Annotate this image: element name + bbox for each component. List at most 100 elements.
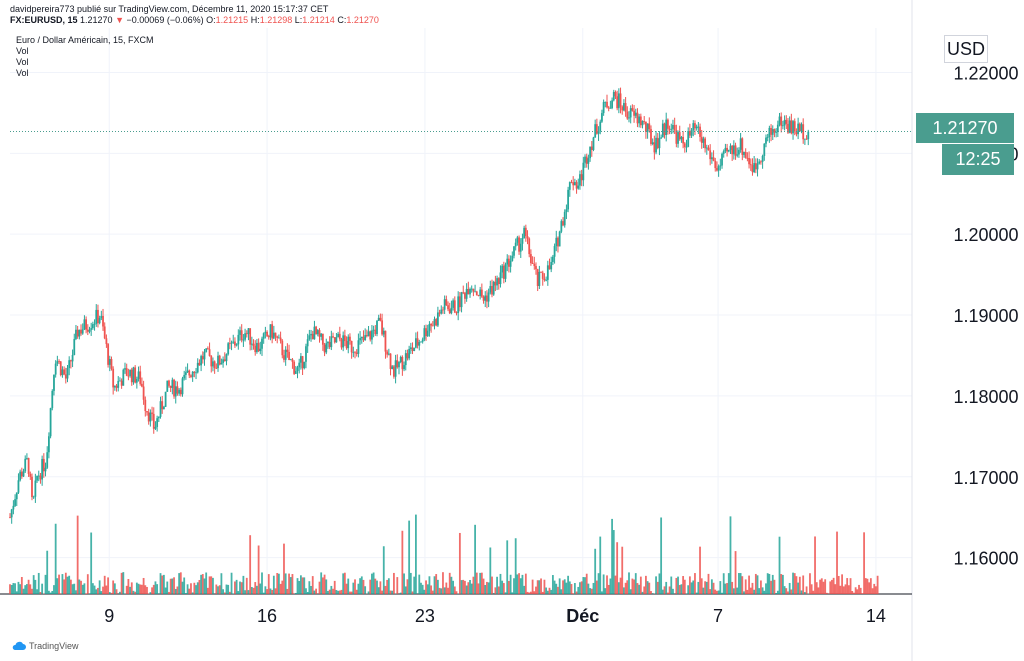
candle-body bbox=[31, 476, 33, 498]
volume-bar bbox=[666, 592, 669, 594]
volume-bar bbox=[32, 575, 35, 594]
candle-body bbox=[36, 475, 38, 481]
volume-bar bbox=[555, 583, 558, 594]
candle-body bbox=[538, 271, 541, 286]
volume-bar bbox=[9, 584, 11, 594]
volume-bar bbox=[672, 588, 674, 594]
candle-body bbox=[178, 389, 181, 394]
volume-bar bbox=[474, 524, 476, 594]
volume-bar bbox=[223, 592, 226, 594]
volume-bar bbox=[609, 578, 612, 594]
candle-body bbox=[355, 352, 358, 354]
candle-body bbox=[359, 338, 361, 341]
candle-body bbox=[436, 312, 439, 326]
volume-bar bbox=[749, 587, 752, 594]
volume-bar bbox=[228, 591, 231, 594]
candle-body bbox=[191, 371, 194, 377]
volume-bar bbox=[535, 586, 537, 594]
candle-body bbox=[73, 338, 76, 355]
candle-body bbox=[641, 121, 644, 126]
volume-bar bbox=[533, 591, 536, 594]
volume-bar bbox=[782, 574, 784, 594]
volume-bar bbox=[825, 592, 828, 594]
currency-button[interactable]: USD bbox=[944, 35, 988, 63]
volume-bar bbox=[453, 586, 456, 594]
volume-bar bbox=[379, 581, 382, 594]
candle-body bbox=[440, 309, 443, 314]
volume-bar bbox=[743, 591, 745, 594]
volume-bar bbox=[810, 584, 813, 594]
candle-body bbox=[545, 279, 548, 281]
candle-body bbox=[108, 359, 111, 365]
candle-body bbox=[71, 354, 74, 362]
volume-bar bbox=[562, 580, 564, 594]
volume-bar bbox=[704, 581, 707, 594]
legend-vol-3: Vol bbox=[16, 68, 29, 78]
candle-body bbox=[340, 339, 343, 348]
candle-body bbox=[10, 509, 13, 518]
candle-body bbox=[508, 258, 510, 267]
tradingview-logo[interactable]: TradingView bbox=[12, 641, 79, 651]
volume-bar bbox=[396, 577, 399, 594]
volume-bar bbox=[548, 587, 551, 594]
volume-bar bbox=[171, 578, 174, 594]
volume-bar bbox=[29, 584, 32, 594]
candle-body bbox=[705, 147, 708, 149]
y-tick-label: 1.18000 bbox=[953, 387, 1018, 407]
candle-body bbox=[624, 103, 627, 112]
volume-bar bbox=[863, 532, 865, 594]
candle-body bbox=[256, 342, 258, 353]
volume-bar bbox=[17, 581, 20, 594]
volume-bar bbox=[665, 581, 668, 594]
volume-bar bbox=[413, 576, 416, 594]
candle-body bbox=[573, 182, 576, 186]
candle-body bbox=[367, 331, 370, 337]
candle-body bbox=[80, 329, 82, 334]
volume-bar bbox=[415, 514, 417, 594]
candle-body bbox=[157, 416, 160, 419]
candle-body bbox=[464, 292, 466, 299]
candle-body bbox=[457, 296, 460, 314]
high-label: H: bbox=[250, 15, 260, 25]
candle-body bbox=[563, 211, 566, 226]
volume-bar bbox=[489, 547, 492, 594]
volume-bar bbox=[595, 580, 598, 594]
volume-bar bbox=[859, 587, 862, 594]
volume-bar bbox=[732, 588, 735, 594]
candle-body bbox=[577, 185, 580, 189]
candle-body bbox=[63, 369, 66, 375]
volume-bar bbox=[817, 587, 820, 594]
candle-body bbox=[702, 138, 705, 143]
volume-bar bbox=[276, 573, 279, 594]
candle-body bbox=[151, 412, 153, 414]
volume-bar bbox=[183, 577, 186, 594]
volume-bar bbox=[386, 579, 389, 594]
volume-bar bbox=[244, 590, 246, 594]
volume-bar bbox=[726, 583, 728, 594]
volume-bar bbox=[589, 588, 591, 594]
candle-body bbox=[68, 360, 71, 369]
volume-bar bbox=[797, 582, 800, 594]
volume-bar bbox=[113, 583, 116, 594]
candle-body bbox=[83, 319, 86, 330]
candle-body bbox=[129, 369, 131, 376]
candle-body bbox=[179, 389, 182, 395]
volume-bar bbox=[499, 573, 502, 594]
volume-bar bbox=[573, 583, 576, 594]
candle-body bbox=[117, 380, 120, 388]
candle-body bbox=[567, 189, 570, 210]
volume-bar bbox=[594, 548, 597, 594]
legend-vol-1: Vol bbox=[16, 46, 29, 56]
volume-bar bbox=[876, 575, 879, 594]
candle-body bbox=[661, 123, 664, 138]
volume-bar bbox=[178, 573, 181, 594]
volume-bar bbox=[646, 581, 649, 594]
volume-bar bbox=[423, 589, 426, 594]
candle-body bbox=[783, 119, 786, 126]
candle-body bbox=[531, 263, 534, 264]
candle-body bbox=[298, 362, 301, 368]
volume-bar bbox=[200, 574, 203, 594]
candle-body bbox=[462, 292, 465, 294]
candle-body bbox=[453, 300, 456, 313]
high-value: 1.21298 bbox=[259, 15, 293, 25]
